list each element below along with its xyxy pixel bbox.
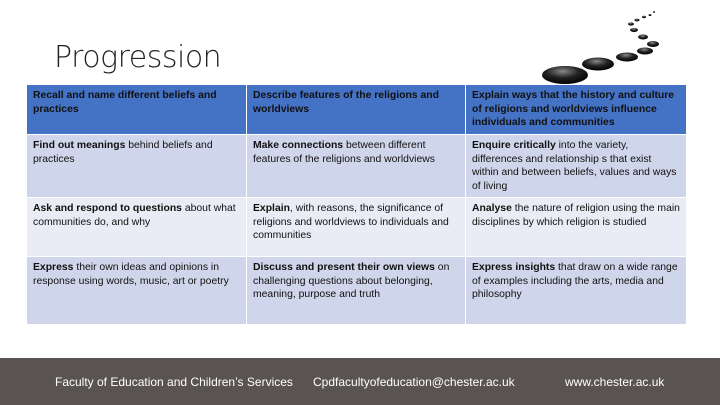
table-cell: Explain, with reasons, the significance …	[246, 197, 466, 257]
header-cell: Explain ways that the history and cultur…	[465, 84, 687, 135]
table-cell: Express their own ideas and opinions in …	[26, 256, 247, 325]
table-row: Ask and respond to questions about what …	[26, 197, 687, 257]
footer-email-link[interactable]: Cpdfacultyofeducation@chester.ac.uk	[313, 375, 515, 389]
progression-table: Recall and name different beliefs and pr…	[26, 84, 687, 325]
table-header-row: Recall and name different beliefs and pr…	[26, 84, 687, 135]
header-cell: Describe features of the religions and w…	[246, 84, 466, 135]
stepping-stones-image	[542, 11, 659, 84]
table-cell: Find out meanings behind beliefs and pra…	[26, 134, 247, 198]
table-cell: Enquire critically into the variety, dif…	[465, 134, 687, 198]
slide-title: Progression	[54, 40, 222, 75]
table-cell: Analyse the nature of religion using the…	[465, 197, 687, 257]
table-row: Find out meanings behind beliefs and pra…	[26, 134, 687, 198]
footer-website-link[interactable]: www.chester.ac.uk	[565, 375, 665, 389]
table-cell: Discuss and present their own views on c…	[246, 256, 466, 325]
table-cell: Make connections between different featu…	[246, 134, 466, 198]
table-row: Express their own ideas and opinions in …	[26, 256, 687, 325]
footer-faculty: Faculty of Education and Children’s Serv…	[55, 375, 293, 389]
table-cell: Ask and respond to questions about what …	[26, 197, 247, 257]
header-cell: Recall and name different beliefs and pr…	[26, 84, 247, 135]
footer-bar: Faculty of Education and Children’s Serv…	[0, 358, 720, 405]
table-cell: Express insights that draw on a wide ran…	[465, 256, 687, 325]
